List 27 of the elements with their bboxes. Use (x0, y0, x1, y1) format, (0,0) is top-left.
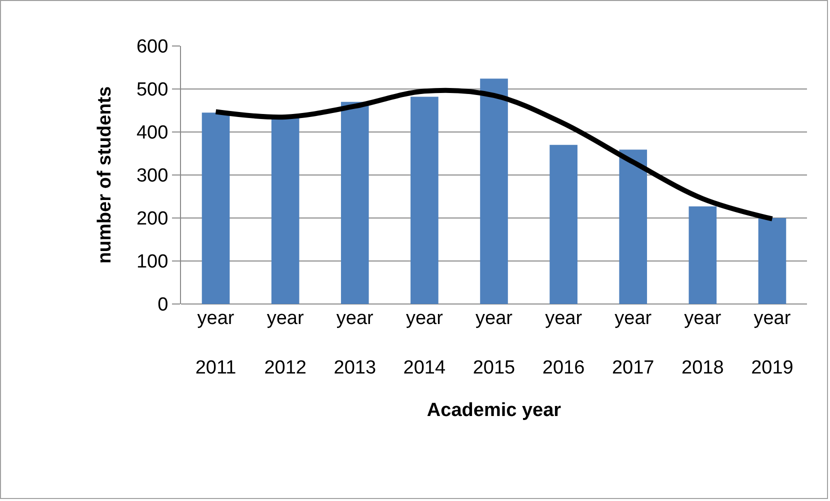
category-label: year 2017 (612, 308, 654, 378)
category-label: year 2012 (264, 308, 306, 378)
bar (480, 78, 508, 304)
y-tick-label: 500 (136, 80, 168, 101)
y-tick-label: 300 (136, 166, 168, 187)
category-label: year 2019 (751, 308, 794, 378)
category-label: year 2016 (542, 308, 585, 378)
bar (550, 144, 578, 304)
y-tick-label: 100 (136, 252, 168, 273)
category-label: year 2013 (334, 308, 376, 378)
category-label: year 2015 (472, 308, 516, 378)
bar (758, 218, 786, 304)
y-tick-label: 400 (136, 122, 168, 144)
bar (340, 102, 369, 304)
bar (202, 112, 230, 304)
y-tick-label: 200 (136, 208, 168, 230)
x-axis-title: Academic year (426, 400, 562, 422)
bar (410, 96, 438, 304)
y-tick-label: 0 (158, 294, 168, 316)
y-axis-title: number of students (94, 86, 116, 264)
bar (688, 206, 717, 304)
category-label: year 2018 (682, 308, 724, 378)
category-label: year 2014 (403, 308, 446, 378)
bar (619, 150, 648, 304)
y-tick-label: 600 (136, 36, 168, 58)
bar (271, 116, 300, 304)
category-label: year 2011 (195, 308, 236, 378)
